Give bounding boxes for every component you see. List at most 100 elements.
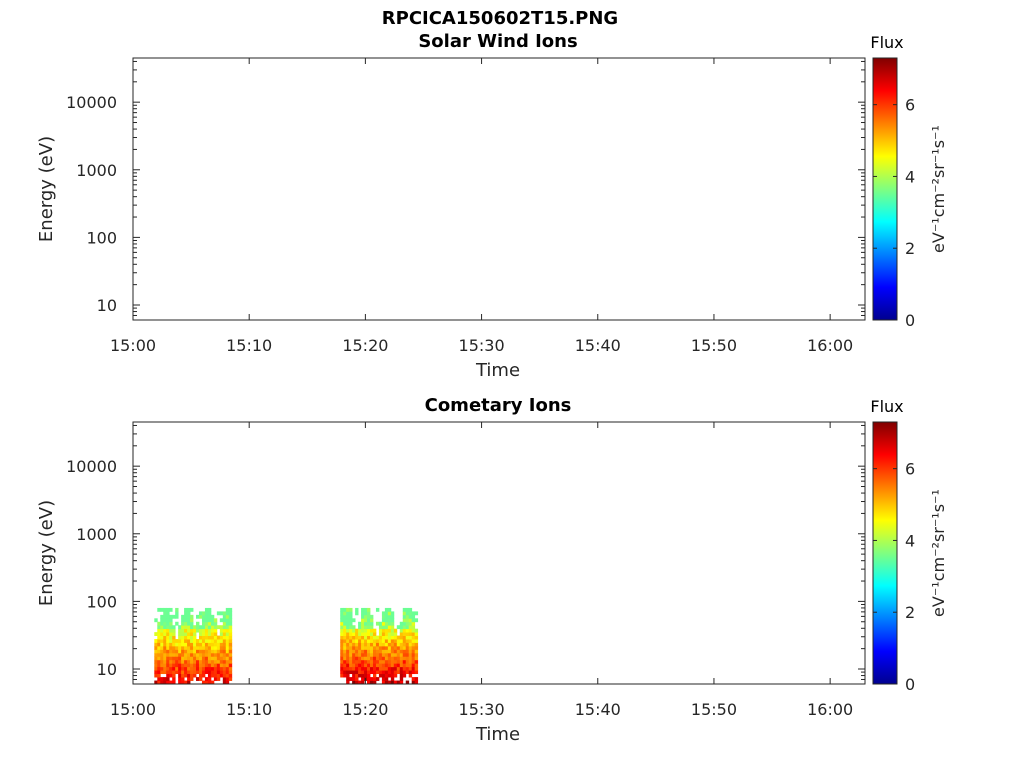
data-cell bbox=[175, 639, 179, 643]
data-cell bbox=[187, 621, 191, 626]
data-cell bbox=[213, 659, 218, 664]
data-cell bbox=[358, 632, 362, 636]
data-cell bbox=[198, 635, 203, 640]
data-cell bbox=[204, 607, 209, 612]
data-cell bbox=[184, 611, 188, 616]
data-cell bbox=[378, 663, 383, 668]
data-cell bbox=[414, 666, 419, 671]
data-cell bbox=[181, 632, 185, 636]
data-cell bbox=[172, 639, 176, 643]
data-cell bbox=[378, 649, 383, 654]
data-cell bbox=[204, 632, 209, 636]
data-cell bbox=[184, 607, 188, 612]
data-cell bbox=[166, 628, 170, 633]
data-cell bbox=[172, 625, 176, 630]
data-cell bbox=[349, 618, 353, 623]
y-tick-label: 100 bbox=[86, 228, 117, 247]
data-cell bbox=[169, 628, 173, 633]
data-cell bbox=[372, 645, 377, 650]
data-cell bbox=[228, 618, 233, 623]
data-cell bbox=[349, 639, 353, 643]
data-cell bbox=[355, 639, 359, 643]
data-cell bbox=[204, 621, 209, 626]
data-cell bbox=[393, 628, 398, 633]
data-cell bbox=[216, 666, 221, 671]
data-cell bbox=[387, 618, 392, 623]
data-cell bbox=[219, 663, 224, 668]
data-cell bbox=[222, 632, 227, 636]
data-cell bbox=[175, 659, 179, 664]
data-cell bbox=[222, 639, 227, 643]
data-cell bbox=[213, 652, 218, 657]
data-cell bbox=[166, 656, 170, 661]
data-cell bbox=[187, 673, 191, 678]
data-cell bbox=[378, 639, 383, 643]
data-cell bbox=[160, 639, 164, 643]
data-cell bbox=[411, 635, 416, 640]
data-cell bbox=[387, 666, 392, 671]
data-cell bbox=[402, 666, 407, 671]
data-cell bbox=[154, 652, 158, 657]
data-cell bbox=[228, 677, 233, 681]
data-cell bbox=[190, 659, 194, 664]
data-cell bbox=[378, 656, 383, 661]
data-cell bbox=[364, 659, 368, 664]
data-cell bbox=[181, 635, 185, 640]
data-cell bbox=[390, 628, 395, 633]
data-cell bbox=[210, 652, 215, 657]
data-cell bbox=[352, 666, 356, 671]
data-cell bbox=[187, 639, 191, 643]
data-cell bbox=[213, 677, 218, 681]
data-cell bbox=[390, 659, 395, 664]
data-cell bbox=[207, 673, 212, 678]
data-cell bbox=[340, 673, 344, 678]
data-cell bbox=[157, 656, 161, 661]
data-cell bbox=[160, 614, 164, 619]
data-cell bbox=[219, 645, 224, 650]
data-cell bbox=[196, 628, 200, 633]
y-tick-label: 10000 bbox=[66, 457, 117, 476]
data-cell bbox=[207, 614, 212, 619]
data-cell bbox=[184, 635, 188, 640]
data-cell bbox=[408, 611, 413, 616]
data-cell bbox=[207, 680, 212, 685]
data-cell bbox=[172, 649, 176, 654]
data-cell bbox=[213, 670, 218, 675]
data-cell bbox=[375, 670, 380, 675]
data-cell bbox=[175, 611, 179, 616]
data-cell bbox=[402, 635, 407, 640]
data-cell bbox=[343, 645, 347, 650]
data-cell bbox=[204, 625, 209, 630]
data-cell bbox=[225, 645, 230, 650]
data-cell bbox=[343, 625, 347, 630]
data-cell bbox=[228, 621, 233, 626]
data-cell bbox=[361, 652, 365, 657]
figure-title: RPCICA150602T15.PNG bbox=[382, 8, 618, 29]
data-cell bbox=[222, 663, 227, 668]
data-cell bbox=[349, 652, 353, 657]
data-cell bbox=[225, 635, 230, 640]
data-cell bbox=[172, 663, 176, 668]
data-cell bbox=[364, 645, 368, 650]
data-cell bbox=[367, 663, 371, 668]
data-cell bbox=[349, 670, 353, 675]
colorbar: 0 2 4 6 Flux eV⁻¹cm⁻²sr⁻¹s⁻¹ bbox=[870, 33, 948, 330]
data-cell bbox=[163, 642, 167, 647]
data-cell bbox=[370, 645, 374, 650]
data-cell bbox=[396, 656, 401, 661]
data-cell bbox=[187, 635, 191, 640]
data-cell bbox=[169, 680, 173, 685]
data-cell bbox=[201, 635, 206, 640]
data-cell bbox=[370, 625, 374, 630]
data-cell bbox=[225, 649, 230, 654]
data-cell bbox=[225, 670, 230, 675]
data-cell bbox=[160, 680, 164, 685]
data-cell bbox=[414, 635, 419, 640]
data-cell bbox=[402, 618, 407, 623]
data-cell bbox=[184, 628, 188, 633]
data-cell bbox=[196, 649, 200, 654]
data-cell bbox=[346, 639, 350, 643]
y-tick-label: 1000 bbox=[76, 161, 117, 180]
data-cell bbox=[181, 652, 185, 657]
